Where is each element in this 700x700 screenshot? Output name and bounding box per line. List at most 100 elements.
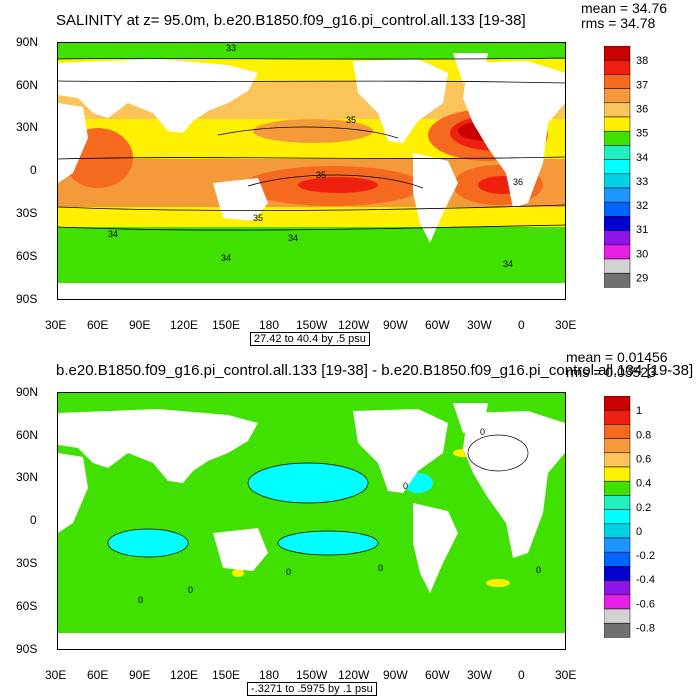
contour-label: 0 <box>403 481 408 491</box>
contour-label: 0 <box>188 585 193 595</box>
contour-label-group: 33 35 35 36 35 34 34 34 34 <box>108 43 523 269</box>
rms-value: rms = 0.05523 <box>566 364 656 380</box>
contour-lines <box>58 57 565 231</box>
contour-label: 35 <box>346 115 356 125</box>
y-tick-label: 90N <box>16 385 39 399</box>
contour-label: 0 <box>536 565 541 575</box>
colorbar-swatch <box>604 88 631 104</box>
y-tick-label: 30S <box>16 556 38 570</box>
contour-label: 34 <box>503 259 513 269</box>
x-tick-label: 0 <box>518 318 525 332</box>
colorbar-swatch <box>604 409 631 425</box>
colorbar-swatch <box>604 438 631 454</box>
panel-title: b.e20.B1850.f09_g16.pi_control.all.133 [… <box>56 362 694 379</box>
north-pacific-max <box>253 119 373 143</box>
x-tick-label: 60E <box>87 318 109 332</box>
contour-range-label: -.3271 to .5975 by .1 psu <box>247 682 377 696</box>
colorbar-label: 0.8 <box>636 429 651 441</box>
contour-label-group: 0 0 0 0 0 0 0 <box>138 427 541 605</box>
colorbar-swatch <box>604 130 631 146</box>
x-tick-label: 120W <box>338 668 370 682</box>
contour-label: 36 <box>513 177 523 187</box>
x-tick-label: 90W <box>383 668 408 682</box>
colorbar-swatch <box>604 116 631 132</box>
mean-value: mean = 34.76 <box>581 0 668 16</box>
difference-panel: b.e20.B1850.f09_g16.pi_control.all.133 [… <box>0 350 700 700</box>
x-tick-label: 60W <box>425 318 450 332</box>
colorbar-swatch <box>604 145 631 160</box>
x-tick-label: 30E <box>555 668 577 682</box>
colorbar-swatch <box>604 272 631 288</box>
x-tick-label: 30E <box>45 668 67 682</box>
x-tick-label: 120W <box>338 318 370 332</box>
x-tick-label: 0 <box>518 668 525 682</box>
salinity-panel: SALINITY at z= 95.0m, b.e20.B1850.f09_g1… <box>16 0 668 346</box>
colorbar-swatch <box>604 187 631 203</box>
antarctica <box>58 283 565 299</box>
africa-east <box>58 103 88 183</box>
colorbar-swatch <box>604 230 631 246</box>
y-tick-label: 90N <box>16 35 39 49</box>
contour-label: 0 <box>138 595 143 605</box>
colorbar-swatch <box>604 608 631 624</box>
x-tick-label: 30W <box>467 318 492 332</box>
y-tick-label: 30N <box>16 470 39 484</box>
x-tick-label: 90E <box>129 318 151 332</box>
colorbar-swatch <box>604 480 631 496</box>
colorbar-swatch <box>604 216 631 231</box>
continents <box>58 53 565 299</box>
x-tick-label: 30E <box>45 318 67 332</box>
y-tick-label: 30N <box>16 120 39 134</box>
x-tick-label: 120E <box>170 668 199 682</box>
y-tick-label: 60S <box>16 599 38 613</box>
contour-label: 35 <box>316 170 326 180</box>
colorbar-label: 29 <box>636 273 648 285</box>
colorbar-swatch <box>604 466 631 482</box>
colorbar-label: 31 <box>636 224 648 236</box>
difference-map: 0 0 0 0 0 0 0 <box>57 392 566 650</box>
colorbar-swatch <box>604 537 631 553</box>
y-tick-label: 0 <box>30 513 37 527</box>
y-tick-label: 90S <box>16 642 38 656</box>
colorbar-label: 0 <box>636 526 642 538</box>
y-tick-label: 60N <box>16 78 39 92</box>
contour-label: 0 <box>378 563 383 573</box>
salinity-map: 33 35 35 36 35 34 34 34 34 <box>57 42 566 300</box>
africa-europe <box>463 61 565 208</box>
south-america <box>413 153 458 243</box>
colorbar-swatch <box>604 551 631 567</box>
colorbar-swatch <box>604 452 631 468</box>
arctic-band <box>58 43 565 59</box>
rms-value: rms = 34.78 <box>581 15 656 31</box>
y-tick-label: 90S <box>16 292 38 306</box>
colorbar-label: 30 <box>636 248 648 260</box>
x-tick-label: 90W <box>383 318 408 332</box>
contour-lines <box>107 434 529 558</box>
colorbar-label: -0.8 <box>636 623 655 635</box>
x-tick-label: 30W <box>467 668 492 682</box>
southern-ocean-band <box>58 227 565 283</box>
colorbar-swatch <box>604 173 631 189</box>
colorbar-swatch <box>604 396 631 411</box>
colorbar-swatch <box>604 201 631 217</box>
x-tick-label: 150E <box>212 318 241 332</box>
contour-label: 0 <box>480 427 485 437</box>
x-tick-label: 150W <box>296 318 328 332</box>
x-tick-label: 90E <box>129 668 151 682</box>
colorbar: 10.80.60.40.20-0.2-0.4-0.6-0.8-1 <box>604 396 655 638</box>
contour-label: 34 <box>108 229 118 239</box>
colorbar-swatch <box>604 244 631 260</box>
colorbar-label: 33 <box>636 176 648 188</box>
colorbar-label: -0.2 <box>636 550 655 562</box>
colorbar-label: 0.2 <box>636 502 651 514</box>
contour-label: 0 <box>286 567 291 577</box>
north-america <box>353 59 448 143</box>
colorbar-label: 38 <box>636 55 648 67</box>
colorbar-swatch <box>604 495 631 510</box>
colorbar-swatch <box>604 424 631 439</box>
x-tick-label: 60W <box>425 668 450 682</box>
colorbar-label: 35 <box>636 128 648 140</box>
stats-box: mean = 0.01456 rms = 0.05523 <box>566 350 668 380</box>
continents <box>58 403 565 649</box>
x-tick-label: 150W <box>296 668 328 682</box>
